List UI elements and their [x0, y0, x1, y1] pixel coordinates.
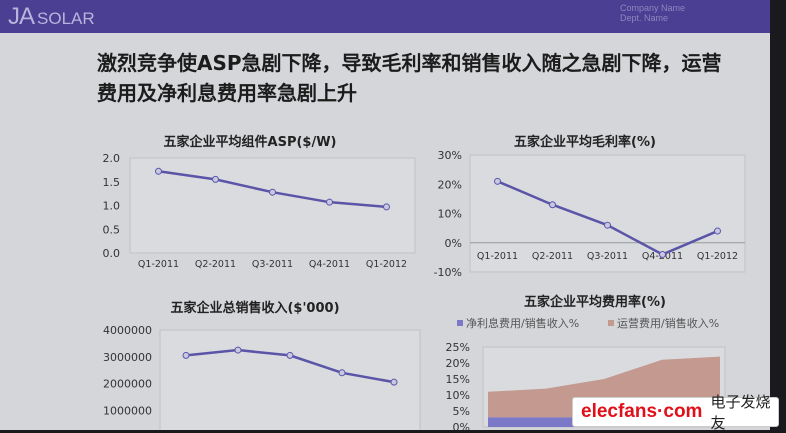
- data-point: [182, 351, 190, 359]
- y-tick-label: 2000000: [103, 378, 152, 391]
- data-point: [155, 167, 162, 175]
- logo-main: JA: [8, 3, 35, 30]
- y-tick-label: 5%: [453, 405, 470, 418]
- chart-title: 五家企业平均费用率(%): [524, 294, 666, 310]
- y-tick-label: 1.5: [103, 176, 121, 189]
- data-point: [659, 250, 666, 258]
- data-point: [604, 221, 611, 229]
- legend-label-operating: 运营费用/销售收入%: [617, 316, 719, 330]
- legend-swatch-interest: [457, 320, 463, 326]
- y-tick-label: 0.5: [103, 223, 121, 236]
- x-tick-label: Q4-2011: [309, 259, 350, 270]
- y-tick-label: 10%: [446, 389, 470, 402]
- chart-title: 五家企业平均组件ASP($/W): [164, 134, 337, 150]
- company-info: Company Name Dept. Name: [620, 3, 685, 23]
- y-tick-label: 2.0: [103, 152, 121, 165]
- x-tick-label: Q3-2011: [252, 259, 293, 270]
- y-tick-label: 1000000: [103, 404, 152, 417]
- data-point: [326, 198, 333, 206]
- legend-swatch-operating: [608, 320, 614, 326]
- data-point: [714, 227, 721, 235]
- company-name: Company Name: [620, 3, 686, 13]
- watermark-en: elecfans·com: [581, 401, 703, 422]
- data-point: [338, 369, 346, 377]
- ja-solar-logo: JA SOLAR: [8, 3, 95, 31]
- x-tick-label: Q3-2011: [587, 251, 628, 262]
- x-tick-label: Q2-2011: [532, 251, 573, 262]
- x-tick-label: Q1-2011: [477, 251, 518, 262]
- y-tick-label: 4000000: [103, 324, 152, 337]
- watermark-cn: 电子发烧友: [710, 393, 771, 432]
- logo-sub: SOLAR: [37, 9, 95, 28]
- x-tick-label: Q1-2012: [697, 251, 738, 262]
- data-point: [286, 351, 294, 359]
- y-tick-label: 1.0: [103, 200, 121, 213]
- y-tick-label: 15%: [446, 373, 470, 386]
- y-tick-label: 0%: [453, 421, 470, 430]
- y-tick-label: 20%: [438, 178, 462, 191]
- y-tick-label: 0%: [445, 237, 462, 250]
- x-tick-label: Q2-2011: [195, 259, 236, 270]
- chart-title: 五家企业总销售收入($'000): [170, 300, 339, 316]
- slide-headline: 激烈竞争使ASP急剧下降，导致毛利率和销售收入随之急剧下降，运营费用及净利息费用…: [97, 51, 722, 105]
- y-tick-label: 0.0: [103, 247, 121, 260]
- y-tick-label: 3000000: [103, 351, 152, 364]
- chart-title: 五家企业平均毛利率(%): [514, 134, 656, 150]
- data-point: [494, 177, 501, 185]
- x-tick-label: Q1-2011: [138, 259, 179, 270]
- y-tick-label: 30%: [438, 149, 462, 162]
- data-point: [383, 203, 390, 211]
- data-point: [269, 188, 276, 196]
- y-tick-label: -10%: [434, 266, 462, 279]
- x-tick-label: Q1-2012: [366, 259, 407, 270]
- y-tick-label: 25%: [446, 341, 470, 354]
- data-point: [234, 346, 242, 354]
- data-point: [549, 201, 556, 209]
- elecfans-watermark: elecfans·com 电子发烧友: [572, 393, 779, 432]
- dept-name: Dept. Name: [620, 13, 669, 23]
- slide-header: JA SOLAR Company Name Dept. Name: [0, 0, 770, 33]
- data-point: [390, 378, 398, 386]
- legend-label-interest: 净利息费用/销售收入%: [466, 316, 579, 330]
- y-tick-label: 20%: [446, 357, 470, 370]
- plot-area: [469, 154, 746, 273]
- data-point: [212, 175, 219, 183]
- y-tick-label: 10%: [438, 208, 462, 221]
